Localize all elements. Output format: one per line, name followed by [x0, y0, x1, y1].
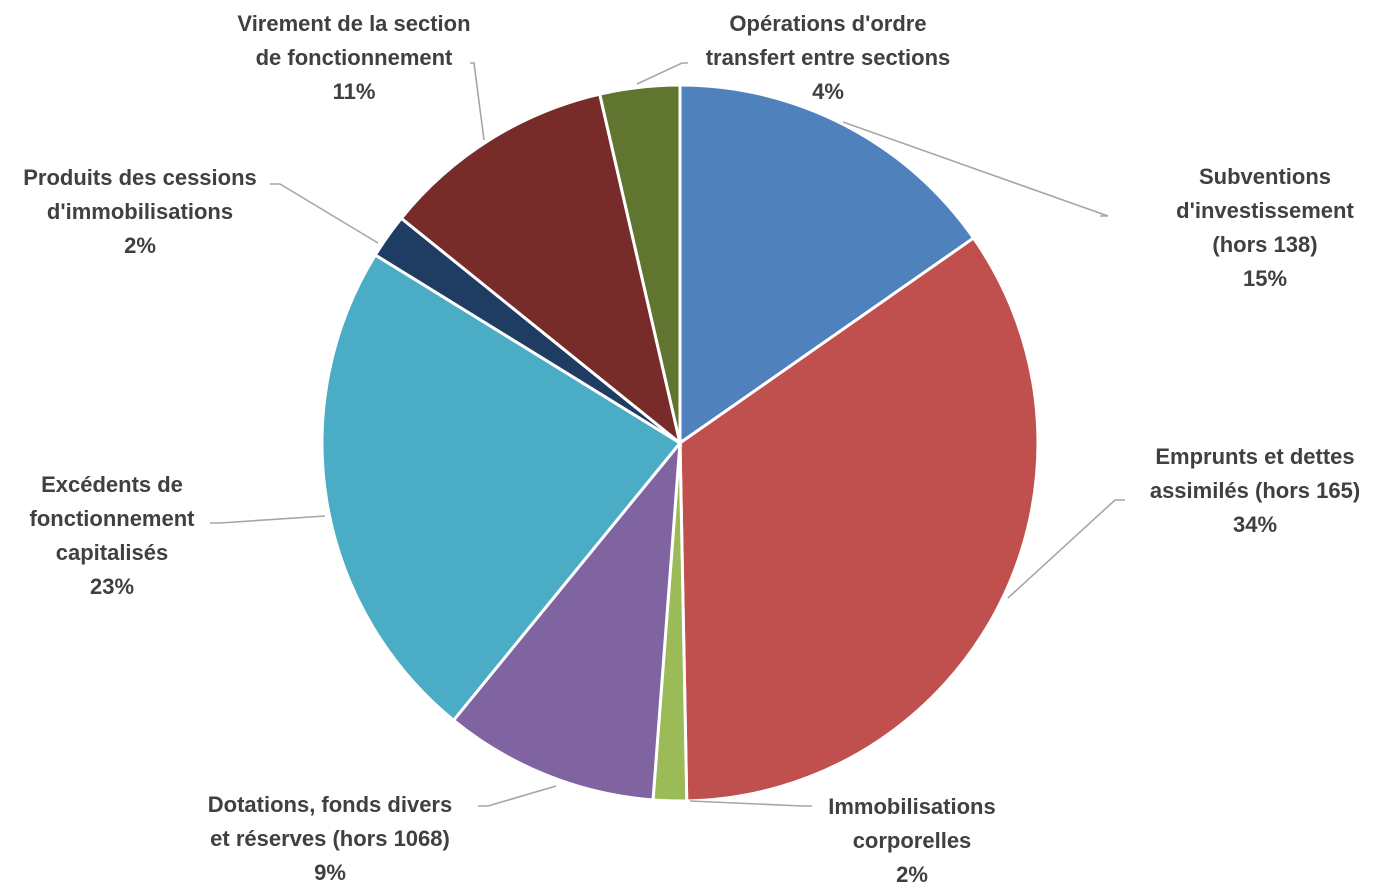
- slice-label: Virement de la section de fonctionnement 1…: [237, 11, 470, 104]
- slice-label-line: (hors 138): [1212, 232, 1317, 257]
- slice-label-line: Immobilisations: [828, 794, 995, 819]
- slice-percent-label: 4%: [812, 79, 844, 104]
- slice-percent-label: 2%: [124, 233, 156, 258]
- slice-percent-label: 15%: [1243, 266, 1287, 291]
- leader-line: [842, 121, 1109, 217]
- slice-label-line: d'investissement: [1176, 198, 1354, 223]
- slice-label-line: Dotations, fonds divers: [208, 792, 452, 817]
- slice-label: Subventions d'investissement (hors 138) 15%: [1176, 164, 1354, 291]
- slice-label-line: assimilés (hors 165): [1150, 478, 1360, 503]
- pie-slice: [678, 83, 976, 446]
- slice-label-line: de fonctionnement: [256, 45, 453, 70]
- pie-slice: [399, 92, 683, 447]
- leader-line: [689, 800, 812, 807]
- slice-label-line: d'immobilisations: [47, 199, 233, 224]
- slice-percent-label: 11%: [333, 79, 376, 104]
- slice-percent-label: 23%: [90, 574, 134, 599]
- slice-label: Immobilisations corporelles 2%: [828, 794, 995, 885]
- pie-slice: [678, 235, 1040, 803]
- slice-label-line: Virement de la section: [237, 11, 470, 36]
- leader-line: [478, 785, 557, 807]
- slice-percent-label: 34%: [1233, 512, 1277, 537]
- leader-line: [470, 62, 485, 141]
- slice-label-line: Opérations d'ordre: [729, 11, 926, 36]
- slice-label-line: Produits des cessions: [23, 165, 257, 190]
- pie-slice: [451, 438, 682, 802]
- slice-label: Emprunts et dettes assimilés (hors 165) 34…: [1150, 444, 1360, 537]
- leader-line: [1007, 499, 1125, 599]
- slice-label-line: transfert entre sections: [706, 45, 951, 70]
- leader-line: [636, 62, 688, 85]
- slice-label-line: Emprunts et dettes: [1155, 444, 1354, 469]
- slice-label-line: capitalisés: [56, 540, 169, 565]
- leader-lines: [210, 62, 1125, 807]
- slice-label-line: fonctionnement: [30, 506, 196, 531]
- slice-label: Dotations, fonds divers et réserves (hors…: [208, 792, 452, 885]
- slice-label-line: Subventions: [1199, 164, 1331, 189]
- slice-label: Excédents de fonctionnement capitalisés 23%: [30, 472, 196, 599]
- slice-label-line: Excédents de: [41, 472, 183, 497]
- pie-slice: [320, 252, 683, 723]
- slice-label: Produits des cessions d'immobilisations 2%: [23, 165, 257, 258]
- leader-line: [270, 183, 379, 244]
- slice-label-line: et réserves (hors 1068): [210, 826, 450, 851]
- leader-line: [210, 515, 326, 524]
- slice-labels: Subventions d'investissement (hors 138) 15%…: [23, 11, 1360, 885]
- pie-slices: [320, 83, 1040, 803]
- slice-percent-label: 9%: [314, 860, 346, 885]
- pie-slice: [597, 83, 682, 444]
- slice-percent-label: 2%: [896, 862, 928, 885]
- slice-label: Opérations d'ordre transfert entre sectio…: [706, 11, 951, 104]
- slice-label-line: corporelles: [853, 828, 972, 853]
